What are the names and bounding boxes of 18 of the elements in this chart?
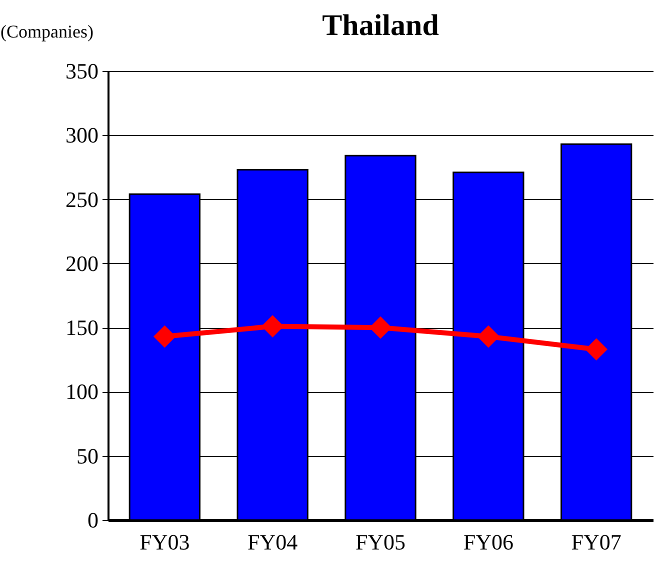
point: [153, 325, 176, 348]
y-tick-label: 200: [66, 250, 98, 276]
point: [585, 338, 608, 361]
point: [477, 325, 500, 348]
y-tick-label: 350: [66, 58, 98, 84]
y-tick-label: 150: [66, 315, 98, 340]
x-tick-label: FY06: [463, 530, 514, 554]
y-tick-label: 300: [66, 122, 98, 148]
chart-title: Thailand: [322, 9, 440, 42]
y-tick-label: 100: [66, 379, 98, 404]
x-tick-label: FY05: [355, 530, 406, 554]
x-tick-label: FY04: [248, 530, 298, 554]
y-tick-label: 0: [88, 508, 98, 532]
x-tick-label: FY03: [140, 530, 190, 554]
x-tick-label: FY07: [571, 530, 622, 554]
y-axis-title: (Companies): [0, 22, 94, 42]
y-tick-label: 50: [76, 443, 98, 468]
y-tick-label: 250: [66, 186, 98, 212]
